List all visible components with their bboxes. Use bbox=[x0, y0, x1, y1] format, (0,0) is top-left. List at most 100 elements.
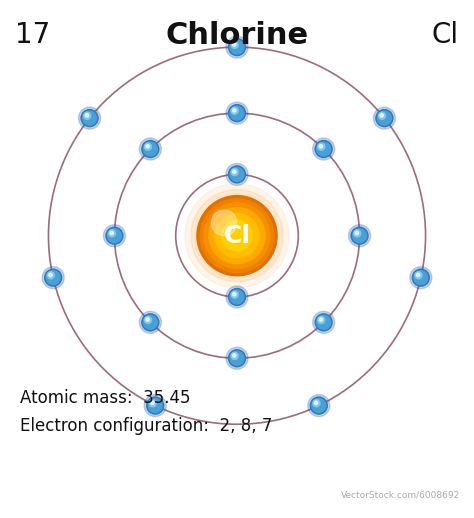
Circle shape bbox=[315, 314, 332, 331]
Circle shape bbox=[230, 290, 244, 304]
Circle shape bbox=[228, 350, 246, 367]
Circle shape bbox=[231, 41, 238, 48]
Circle shape bbox=[226, 286, 248, 308]
Circle shape bbox=[142, 314, 159, 331]
Circle shape bbox=[149, 399, 156, 407]
Circle shape bbox=[231, 107, 238, 114]
Circle shape bbox=[42, 267, 64, 289]
Circle shape bbox=[233, 42, 236, 46]
Circle shape bbox=[317, 315, 331, 329]
Circle shape bbox=[228, 166, 246, 183]
Circle shape bbox=[374, 107, 395, 129]
Circle shape bbox=[46, 271, 60, 284]
Circle shape bbox=[47, 272, 55, 279]
Circle shape bbox=[226, 102, 248, 124]
Circle shape bbox=[185, 183, 289, 288]
Circle shape bbox=[312, 399, 326, 412]
Text: Chlorine: Chlorine bbox=[165, 21, 309, 50]
Circle shape bbox=[215, 213, 259, 258]
Circle shape bbox=[230, 351, 244, 365]
Circle shape bbox=[348, 225, 371, 247]
Circle shape bbox=[355, 231, 358, 235]
Circle shape bbox=[103, 225, 126, 247]
Circle shape bbox=[110, 231, 113, 235]
Circle shape bbox=[315, 140, 332, 157]
Circle shape bbox=[231, 352, 238, 359]
Circle shape bbox=[197, 196, 277, 276]
Circle shape bbox=[151, 401, 154, 405]
Circle shape bbox=[230, 40, 244, 54]
Circle shape bbox=[313, 399, 320, 407]
Circle shape bbox=[354, 230, 361, 237]
Circle shape bbox=[231, 291, 238, 298]
Text: Electron configuration:  2, 8, 7: Electron configuration: 2, 8, 7 bbox=[20, 417, 273, 435]
Circle shape bbox=[353, 229, 366, 242]
Circle shape bbox=[233, 109, 236, 112]
Circle shape bbox=[83, 112, 91, 119]
Circle shape bbox=[226, 36, 248, 58]
Circle shape bbox=[231, 168, 238, 176]
Circle shape bbox=[314, 401, 318, 405]
Circle shape bbox=[146, 145, 149, 148]
Text: Atomic mass:  35.45: Atomic mass: 35.45 bbox=[20, 389, 191, 407]
Circle shape bbox=[45, 269, 62, 286]
Circle shape bbox=[414, 271, 428, 284]
Circle shape bbox=[377, 111, 392, 125]
Circle shape bbox=[200, 199, 274, 272]
Circle shape bbox=[139, 138, 161, 160]
Circle shape bbox=[144, 395, 166, 416]
Text: Cl: Cl bbox=[431, 21, 458, 49]
Circle shape bbox=[209, 208, 265, 264]
Circle shape bbox=[191, 190, 283, 282]
Circle shape bbox=[233, 293, 236, 296]
Circle shape bbox=[228, 105, 246, 122]
Circle shape bbox=[351, 227, 368, 244]
Circle shape bbox=[146, 318, 149, 321]
Circle shape bbox=[226, 347, 248, 369]
Circle shape bbox=[415, 272, 422, 279]
Text: VectorStock.com/6008692: VectorStock.com/6008692 bbox=[340, 491, 460, 499]
Circle shape bbox=[222, 221, 252, 251]
Circle shape bbox=[313, 311, 335, 334]
Circle shape bbox=[82, 111, 97, 125]
Circle shape bbox=[143, 142, 157, 156]
Text: VectorStock®: VectorStock® bbox=[14, 490, 100, 500]
Circle shape bbox=[313, 138, 335, 160]
Text: 17: 17 bbox=[16, 21, 51, 49]
Circle shape bbox=[145, 316, 152, 324]
Circle shape bbox=[319, 318, 323, 321]
Circle shape bbox=[85, 114, 89, 117]
Circle shape bbox=[233, 354, 236, 357]
Circle shape bbox=[380, 114, 383, 117]
Text: Cl: Cl bbox=[224, 224, 250, 248]
Circle shape bbox=[226, 163, 248, 185]
Circle shape bbox=[417, 273, 420, 277]
Circle shape bbox=[148, 399, 162, 412]
Circle shape bbox=[49, 273, 52, 277]
Circle shape bbox=[228, 289, 246, 306]
Circle shape bbox=[378, 112, 386, 119]
Circle shape bbox=[142, 140, 159, 157]
Circle shape bbox=[318, 143, 325, 150]
Circle shape bbox=[106, 227, 123, 244]
Circle shape bbox=[376, 110, 393, 126]
Circle shape bbox=[319, 145, 323, 148]
Circle shape bbox=[412, 269, 429, 286]
Circle shape bbox=[230, 106, 244, 120]
Circle shape bbox=[109, 230, 116, 237]
Circle shape bbox=[310, 397, 327, 414]
Circle shape bbox=[147, 397, 164, 414]
Circle shape bbox=[204, 203, 270, 268]
Circle shape bbox=[410, 267, 432, 289]
Circle shape bbox=[139, 311, 161, 334]
Circle shape bbox=[143, 315, 157, 329]
Circle shape bbox=[233, 170, 236, 174]
Circle shape bbox=[228, 39, 246, 55]
Circle shape bbox=[108, 229, 121, 242]
Circle shape bbox=[230, 167, 244, 181]
Circle shape bbox=[81, 110, 98, 126]
Circle shape bbox=[308, 395, 330, 416]
Circle shape bbox=[145, 143, 152, 150]
Circle shape bbox=[79, 107, 100, 129]
Circle shape bbox=[211, 210, 237, 236]
